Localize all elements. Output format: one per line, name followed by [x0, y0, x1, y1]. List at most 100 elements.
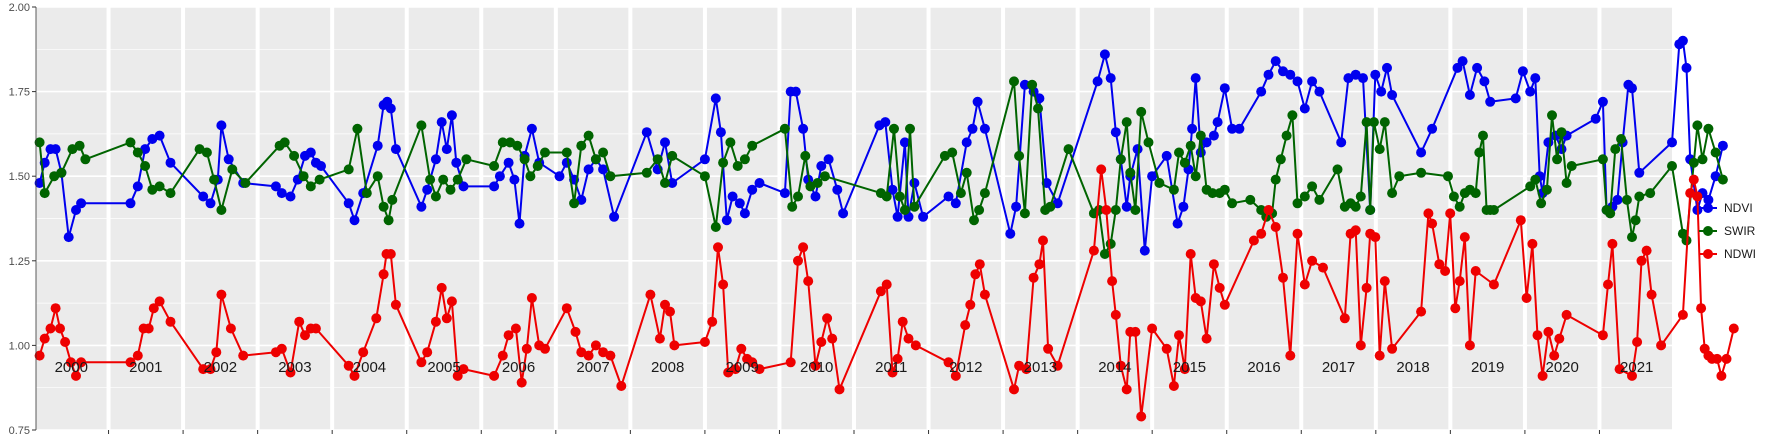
data-point-NDVI	[1234, 123, 1245, 134]
data-point-NDWI	[1248, 235, 1259, 246]
data-point-NDVI	[1005, 228, 1016, 239]
data-point-SWIR	[34, 137, 45, 148]
data-point-NDWI	[446, 296, 457, 307]
data-point-SWIR	[725, 137, 736, 148]
data-point-NDWI	[1263, 205, 1274, 215]
data-point-NDWI	[887, 367, 898, 378]
data-point-NDWI	[1136, 411, 1147, 422]
year-label-2018: 2018	[1396, 359, 1429, 376]
series-layer	[34, 35, 1739, 422]
data-point-SWIR	[1697, 154, 1708, 165]
data-point-NDVI	[1597, 96, 1608, 107]
data-point-NDWI	[1543, 326, 1554, 337]
data-point-NDVI	[1201, 137, 1212, 148]
data-point-NDWI	[300, 330, 310, 341]
data-point-SWIR	[800, 150, 811, 161]
data-point-NDVI	[154, 130, 165, 141]
data-point-NDWI	[343, 360, 354, 371]
data-point-NDWI	[1088, 245, 1099, 256]
data-point-SWIR	[39, 188, 50, 199]
data-point-SWIR	[1547, 110, 1557, 121]
data-point-NDWI	[1515, 215, 1526, 226]
data-point-NDVI	[125, 198, 136, 209]
data-point-SWIR	[305, 181, 316, 192]
data-point-NDVI	[343, 198, 354, 209]
data-point-SWIR	[227, 164, 238, 175]
data-point-NDVI	[1543, 137, 1554, 148]
data-point-NDVI	[779, 188, 790, 199]
data-point-NDVI	[892, 211, 903, 222]
data-point-NDWI	[1201, 333, 1212, 344]
data-point-NDVI	[494, 171, 505, 182]
data-point-NDWI	[390, 299, 401, 310]
data-point-SWIR	[452, 174, 463, 185]
data-point-NDVI	[1227, 123, 1238, 134]
data-point-SWIR	[1063, 144, 1074, 155]
data-point-NDWI	[747, 357, 758, 368]
legend[interactable]: NDVI SWIR NDWI	[1699, 201, 1756, 261]
data-point-NDVI	[832, 184, 843, 195]
y-tick-label: 1.75	[9, 87, 30, 99]
data-point-NDWI	[238, 350, 249, 361]
data-point-SWIR	[881, 191, 892, 202]
data-point-NDVI	[1172, 218, 1183, 229]
data-point-NDVI	[1147, 171, 1158, 182]
data-point-NDWI	[205, 364, 216, 375]
year-label-2019: 2019	[1471, 359, 1504, 376]
data-point-NDWI	[45, 323, 56, 334]
data-point-NDWI	[605, 350, 616, 361]
data-point-NDWI	[1532, 330, 1543, 341]
data-point-NDWI	[132, 350, 143, 361]
data-point-SWIR	[1105, 238, 1116, 249]
data-point-SWIR	[569, 198, 580, 209]
legend-item-NDWI: NDWI	[1699, 247, 1756, 261]
data-point-NDWI	[521, 343, 532, 354]
data-point-NDVI	[1370, 69, 1381, 80]
data-point-SWIR	[497, 137, 508, 148]
data-point-NDWI	[1034, 259, 1045, 270]
data-point-NDVI	[1299, 103, 1310, 114]
year-label-2007: 2007	[576, 359, 609, 376]
data-point-SWIR	[1688, 157, 1699, 168]
data-point-SWIR	[1110, 205, 1121, 215]
data-point-SWIR	[652, 154, 663, 165]
data-point-NDVI	[1019, 79, 1030, 90]
data-point-SWIR	[1207, 188, 1218, 199]
data-point-NDVI	[416, 201, 427, 212]
year-label-2013: 2013	[1024, 359, 1057, 376]
data-point-SWIR	[1099, 249, 1110, 259]
data-point-SWIR	[1136, 106, 1147, 117]
data-point-NDWI	[699, 337, 710, 347]
data-point-NDWI	[1646, 289, 1657, 300]
data-point-SWIR	[1692, 120, 1703, 131]
data-point-SWIR	[1474, 147, 1485, 158]
data-point-SWIR	[1174, 147, 1184, 158]
data-point-NDWI	[875, 286, 886, 297]
data-point-NDWI	[1130, 326, 1141, 337]
y-tick-label: 1.00	[9, 340, 30, 352]
data-point-NDWI	[416, 357, 427, 368]
data-point-NDVI	[918, 211, 929, 222]
data-point-NDVI	[198, 191, 209, 202]
data-point-NDWI	[950, 370, 961, 381]
data-point-NDWI	[1355, 340, 1366, 351]
data-point-SWIR	[1014, 150, 1025, 161]
data-point-SWIR	[1355, 191, 1366, 202]
data-point-SWIR	[512, 140, 523, 151]
data-point-SWIR	[74, 140, 85, 151]
year-label-2009: 2009	[725, 359, 758, 376]
data-point-NDVI	[34, 178, 45, 188]
data-point-SWIR	[240, 178, 251, 188]
data-point-SWIR	[1627, 232, 1637, 243]
data-point-NDVI	[305, 147, 316, 158]
year-label-2003: 2003	[278, 359, 311, 376]
data-point-SWIR	[165, 188, 176, 199]
data-point-NDWI	[793, 255, 803, 266]
data-point-SWIR	[1033, 103, 1043, 114]
data-point-NDWI	[665, 306, 675, 317]
data-point-NDVI	[1427, 123, 1438, 134]
data-point-NDWI	[897, 316, 908, 327]
data-point-SWIR	[1379, 117, 1390, 128]
data-point-NDVI	[422, 184, 433, 195]
data-point-NDVI	[1263, 69, 1274, 80]
